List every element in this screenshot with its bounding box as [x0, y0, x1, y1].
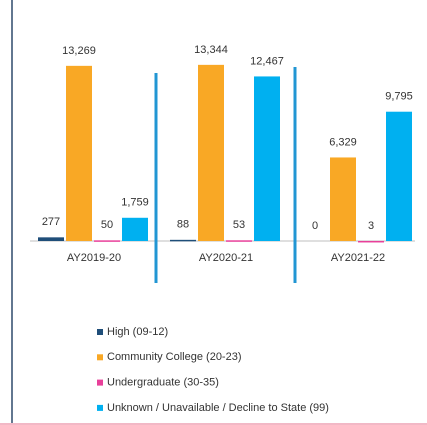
data-label: 13,269: [62, 45, 96, 57]
bar: [198, 64, 224, 242]
legend-label: Unknown / Unavailable / Decline to State…: [107, 402, 329, 414]
bar: [386, 111, 412, 242]
data-label: 1,759: [121, 197, 149, 209]
x-tick-label: AY2020-21: [199, 252, 253, 264]
data-label: 13,344: [194, 44, 228, 56]
data-label: 3: [368, 220, 374, 232]
bar: [254, 76, 280, 241]
data-label: 6,329: [329, 136, 357, 148]
legend-swatch: [97, 404, 103, 411]
legend-swatch: [97, 379, 103, 386]
bar: [330, 157, 356, 241]
x-tick-label: AY2021-22: [331, 252, 385, 264]
data-label: 53: [233, 219, 245, 231]
legend-label: Community College (20-23): [107, 351, 242, 363]
legend-label: Undergraduate (30-35): [107, 377, 219, 389]
legend-swatch: [97, 329, 103, 335]
bar: [66, 65, 92, 241]
bar: [94, 240, 120, 242]
bar: [226, 240, 252, 242]
data-label: 0: [312, 220, 318, 232]
legend-label: High (09-12): [107, 326, 168, 338]
data-label: 277: [42, 216, 60, 228]
legend-swatch: [97, 354, 103, 361]
bar: [170, 239, 196, 242]
bar: [358, 240, 384, 243]
bar: [38, 237, 64, 241]
x-tick-label: AY2019-20: [67, 252, 121, 264]
data-label: 12,467: [250, 55, 284, 67]
data-label: 88: [177, 219, 189, 231]
data-label: 50: [101, 219, 113, 231]
bar: [122, 217, 148, 241]
data-label: 9,795: [385, 91, 413, 103]
